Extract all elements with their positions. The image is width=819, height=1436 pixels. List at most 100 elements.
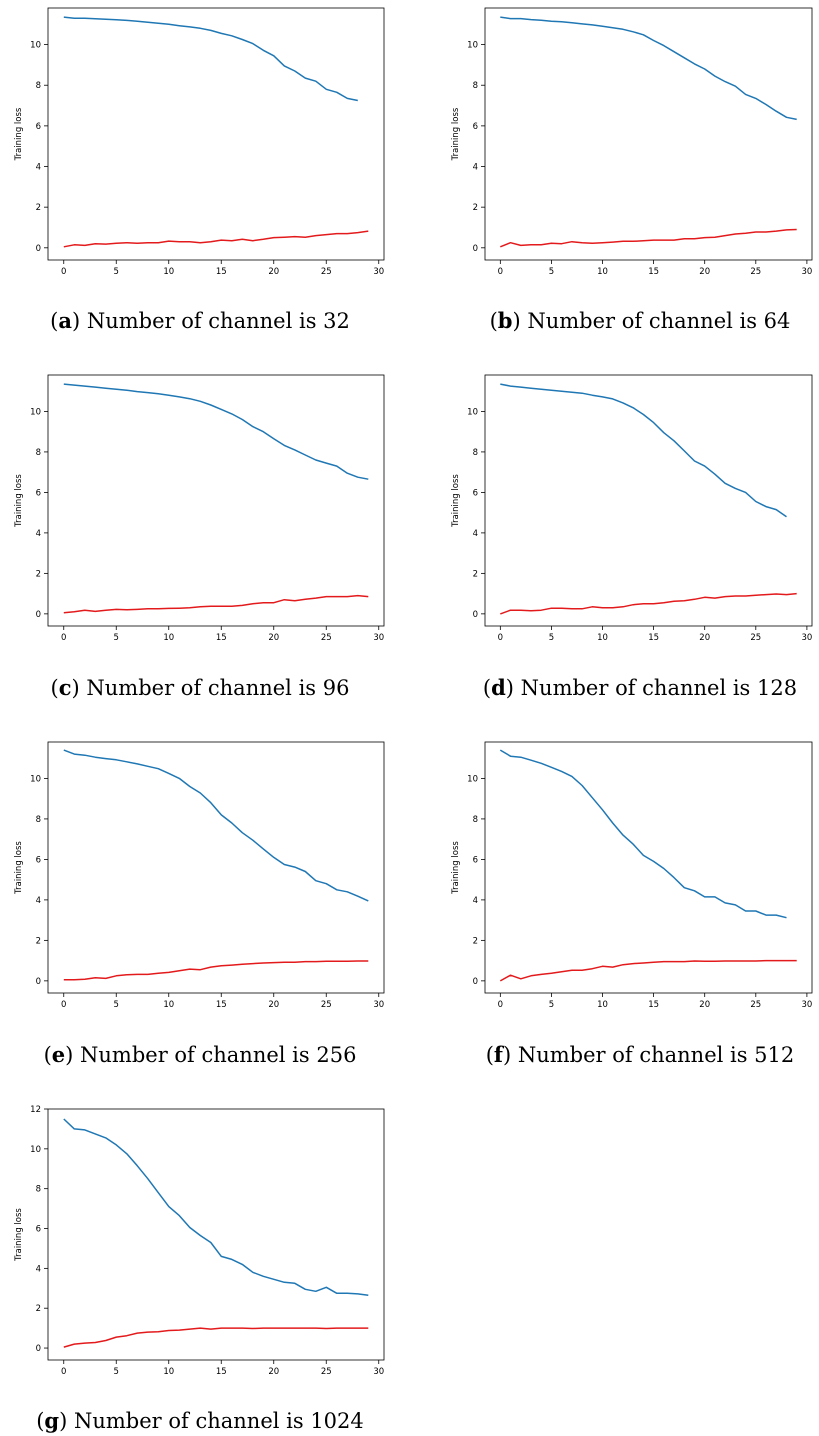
y-tick-label: 6 [473, 855, 478, 865]
y-tick-label: 6 [473, 488, 478, 498]
series-line-blue [500, 16, 797, 121]
caption-d: (d) Number of channel is 128 [482, 675, 798, 700]
y-tick-label: 10 [467, 41, 478, 51]
x-tick-label: 25 [321, 267, 332, 277]
y-axis-label: Training loss [451, 107, 461, 161]
x-tick-label: 10 [597, 267, 608, 277]
y-tick-label: 0 [36, 977, 41, 987]
y-tick-label: 4 [473, 896, 478, 906]
series-line-red [63, 230, 369, 248]
y-axis-label: Training loss [14, 474, 24, 528]
y-tick-label: 0 [36, 1344, 41, 1354]
plot-frame [484, 7, 813, 261]
y-tick-label: 6 [36, 122, 41, 132]
caption-c: (c) Number of channel is 96 [50, 675, 350, 700]
y-tick-label: 0 [473, 977, 478, 987]
x-tick-label: 10 [597, 1000, 608, 1010]
y-tick-label: 8 [36, 1185, 41, 1195]
x-tick-label: 15 [648, 267, 659, 277]
x-tick-label: 15 [648, 1000, 659, 1010]
plot-frame [47, 1108, 385, 1361]
y-tick-label: 10 [30, 407, 41, 417]
y-tick-label: 8 [473, 448, 478, 458]
y-tick-label: 12 [30, 1105, 41, 1115]
y-tick-label: 10 [467, 774, 478, 784]
y-tick-label: 8 [473, 81, 478, 91]
series-line-blue [500, 383, 787, 518]
chart-g: 0 5 10 15 20 25 30 0 2 4 6 8 10 12 Training loss [14, 1105, 385, 1377]
x-tick-label: 25 [321, 633, 332, 643]
plot-frame [484, 741, 813, 994]
x-tick-label: 5 [114, 267, 119, 277]
chart-c: 0 5 10 15 20 25 30 0 2 4 6 8 10 Training loss [14, 374, 385, 643]
y-tick-label: 4 [36, 529, 41, 539]
y-axis-label: Training loss [451, 474, 461, 528]
x-tick-label: 15 [216, 633, 227, 643]
x-tick-label: 10 [163, 1000, 174, 1010]
x-tick-label: 0 [61, 1000, 66, 1010]
x-tick-label: 10 [163, 633, 174, 643]
y-tick-label: 2 [36, 1304, 41, 1314]
x-tick-label: 5 [549, 1000, 554, 1010]
x-tick-label: 15 [648, 633, 659, 643]
y-tick-label: 8 [36, 448, 41, 458]
y-tick-label: 4 [473, 529, 478, 539]
x-tick-label: 20 [699, 267, 710, 277]
caption-e: (e) Number of channel is 256 [43, 1042, 357, 1067]
x-tick-label: 10 [163, 267, 174, 277]
y-tick-label: 0 [36, 244, 41, 254]
x-tick-label: 20 [268, 1000, 279, 1010]
series-line-blue [63, 383, 369, 480]
caption-g: (g) Number of channel is 1024 [36, 1408, 364, 1433]
x-tick-label: 20 [699, 1000, 710, 1010]
y-tick-label: 8 [473, 815, 478, 825]
x-tick-label: 0 [61, 267, 66, 277]
series-line-blue [499, 749, 787, 919]
series-line-red [63, 1327, 369, 1348]
x-tick-label: 30 [373, 633, 384, 643]
x-tick-label: 20 [268, 1367, 279, 1377]
y-tick-label: 6 [36, 1225, 41, 1235]
x-tick-label: 5 [549, 633, 554, 643]
y-tick-label: 6 [36, 855, 41, 865]
x-tick-label: 15 [216, 267, 227, 277]
y-tick-label: 2 [473, 203, 478, 213]
caption-b: (b) Number of channel is 64 [489, 308, 791, 333]
y-tick-label: 2 [36, 203, 41, 213]
y-tick-label: 10 [30, 774, 41, 784]
x-tick-label: 5 [549, 267, 554, 277]
y-tick-label: 0 [473, 244, 478, 254]
x-tick-label: 25 [321, 1000, 332, 1010]
x-tick-label: 0 [498, 1000, 503, 1010]
chart-a: 0 5 10 15 20 25 30 0 2 4 6 8 10 Training loss [14, 7, 385, 277]
chart-d: 0 5 10 15 20 25 30 0 2 4 6 8 10 Training loss [451, 374, 813, 643]
y-tick-label: 2 [36, 569, 41, 579]
series-line-red [500, 592, 797, 615]
x-tick-label: 30 [801, 267, 812, 277]
caption-a: (a) Number of channel is 32 [50, 308, 350, 333]
y-tick-label: 6 [473, 122, 478, 132]
x-tick-label: 15 [216, 1367, 227, 1377]
y-tick-label: 8 [36, 81, 41, 91]
y-tick-label: 6 [36, 488, 41, 498]
x-tick-label: 25 [321, 1367, 332, 1377]
x-tick-label: 30 [373, 1000, 384, 1010]
series-line-blue [63, 1118, 369, 1297]
y-tick-label: 0 [36, 610, 41, 620]
x-tick-label: 10 [163, 1367, 174, 1377]
chart-f: 0 5 10 15 20 25 30 0 2 4 6 8 10 Training loss [451, 741, 813, 1010]
y-axis-label: Training loss [14, 1208, 24, 1262]
plot-frame [47, 374, 385, 627]
x-tick-label: 20 [268, 267, 279, 277]
x-tick-label: 20 [268, 633, 279, 643]
series-line-blue [63, 16, 358, 102]
x-tick-label: 20 [699, 633, 710, 643]
y-tick-label: 2 [36, 936, 41, 946]
y-tick-label: 10 [467, 407, 478, 417]
series-line-red [500, 228, 797, 248]
x-tick-label: 0 [498, 267, 503, 277]
chart-e: 0 5 10 15 20 25 30 0 2 4 6 8 10 Training loss [14, 741, 385, 1010]
x-tick-label: 5 [114, 1367, 119, 1377]
y-tick-label: 10 [30, 41, 41, 51]
